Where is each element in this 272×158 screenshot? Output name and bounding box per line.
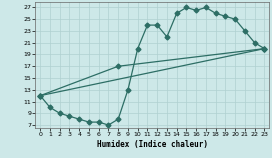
X-axis label: Humidex (Indice chaleur): Humidex (Indice chaleur) [97, 140, 208, 149]
